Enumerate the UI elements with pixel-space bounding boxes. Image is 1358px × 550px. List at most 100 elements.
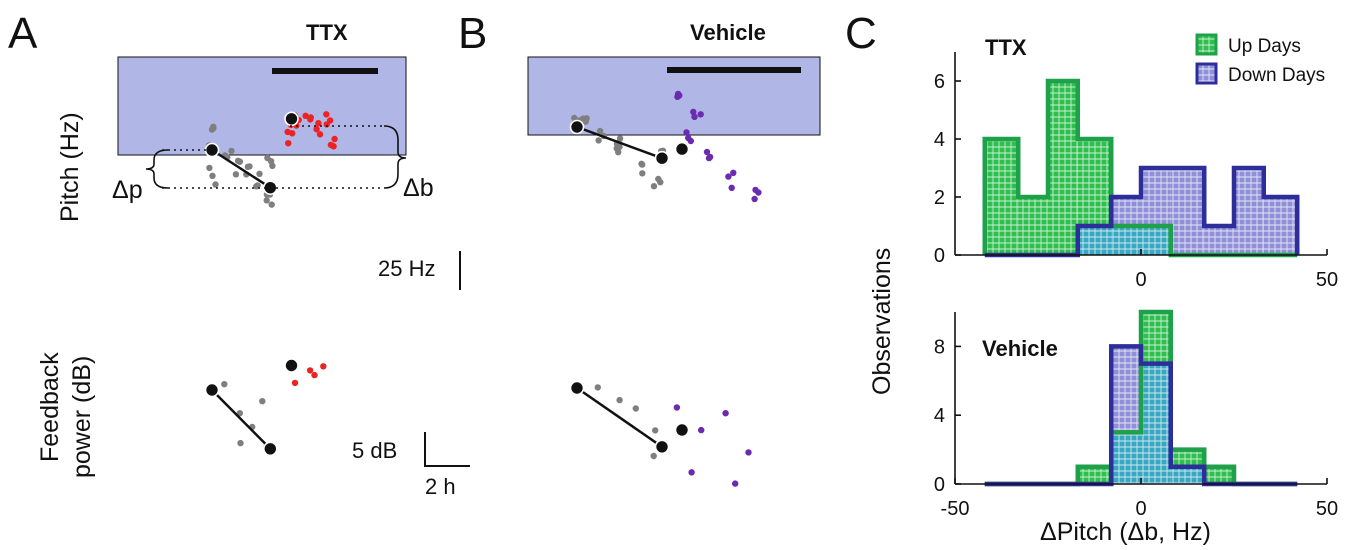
scatter-point-pre: [594, 384, 601, 391]
pre-trend-line: [576, 125, 663, 160]
scatter-point-post: [751, 195, 758, 203]
scatter-point-pre: [234, 157, 242, 164]
x-tick-label: -50: [941, 498, 970, 520]
scatter-point-pre: [639, 170, 646, 177]
pre-trend-line: [211, 389, 272, 450]
panel-b-pitch-scatter: [569, 90, 762, 203]
bin-down-days: [1263, 197, 1298, 255]
scatter-point-pre: [596, 127, 604, 135]
bin-down-days: [1170, 168, 1205, 255]
bin-up-days: [1204, 466, 1234, 484]
scatter-point-post: [323, 121, 330, 128]
scatter-point-post: [316, 131, 324, 138]
pre-mean-marker: [654, 439, 670, 455]
scatter-point-pre: [632, 405, 639, 412]
panel-a-ttx-period-bar: [272, 68, 378, 74]
pre-mean-marker: [569, 380, 585, 396]
scatter-point-pre: [244, 163, 252, 170]
scatter-point-pre: [613, 145, 620, 152]
pre-mean-marker: [569, 119, 585, 135]
y-tick-label: 4: [934, 405, 945, 427]
scatter-point-post: [315, 120, 322, 127]
bin-down-days: [1111, 197, 1141, 226]
scatter-point-pre: [652, 427, 659, 434]
scatter-point-post: [307, 114, 314, 121]
bin-up-days: [1141, 312, 1171, 364]
bin-up-days: [1048, 81, 1078, 255]
panel-a-power-scatter: [204, 358, 327, 457]
scatter-point-post: [732, 480, 739, 487]
scatter-point-pre: [221, 381, 228, 388]
scatter-point-pre: [269, 162, 276, 169]
scatter-point-pre: [582, 118, 589, 125]
panel-b-vehicle-period-bar: [667, 67, 801, 73]
y-tick-label: 6: [934, 71, 945, 93]
power-ylabel-line1: Feedback: [36, 352, 64, 462]
x-tick-label: 0: [1135, 498, 1146, 520]
scatter-point-post: [685, 134, 692, 142]
scatter-point-post: [302, 112, 309, 120]
scatter-point-pre: [268, 201, 275, 208]
bin-overlap: [1111, 226, 1141, 255]
scatter-point-post: [320, 363, 327, 370]
scatter-point-post: [306, 367, 314, 374]
x-tick-label: 50: [1316, 269, 1338, 291]
pitch-scalebar-label: 25 Hz: [378, 256, 435, 281]
scatter-point-post: [683, 129, 690, 136]
post-mean-marker: [284, 111, 299, 127]
scatter-point-post: [674, 90, 682, 98]
scatter-point-pre: [571, 114, 578, 122]
pre-trend-line: [211, 148, 271, 189]
scatter-point-post: [331, 135, 338, 143]
scatter-point-pre: [650, 183, 658, 190]
panel-b-condition-title: Vehicle: [690, 20, 766, 45]
bin-up-days: [984, 139, 1019, 255]
power-scalebar-label: 5 dB: [352, 438, 397, 463]
scatter-point-pre: [595, 137, 602, 144]
bin-overlap: [1170, 466, 1205, 484]
scatter-point-post: [688, 469, 695, 476]
y-tick-label: 0: [934, 245, 945, 267]
scatter-point-post: [289, 130, 296, 137]
bin-overlap: [1077, 226, 1112, 255]
bin-up-days: [1018, 197, 1048, 255]
panel-letter-c: C: [845, 9, 877, 58]
bin-down-days: [1204, 226, 1234, 255]
post-mean-marker: [284, 358, 299, 373]
legend-swatch-up-days: [1195, 33, 1218, 56]
scatter-point-post: [730, 169, 737, 176]
y-tick-label: 4: [934, 129, 945, 151]
scatter-point-post: [313, 126, 320, 133]
scatter-point-pre: [232, 171, 240, 178]
bin-up-days: [1077, 139, 1112, 226]
y-tick-label: 8: [934, 336, 945, 358]
power-ylabel-line2: power (dB): [68, 356, 96, 478]
scatter-point-post: [745, 449, 752, 456]
scatter-point-pre: [263, 197, 270, 204]
delta-p-bracket: [145, 149, 169, 189]
delta-b-bracket: [383, 125, 407, 189]
scatter-point-post: [697, 111, 704, 118]
bin-down-days: [1111, 346, 1141, 433]
legend-label-down-days: Down Days: [1228, 65, 1325, 86]
panel-b-power-scatter: [569, 380, 752, 487]
scatter-point-pre: [616, 396, 623, 404]
y-tick-label: 2: [934, 187, 945, 209]
panel-letter-b: B: [458, 9, 487, 58]
bin-up-days: [1077, 466, 1112, 484]
pre-mean-marker: [262, 441, 278, 457]
scatter-point-post: [327, 141, 335, 149]
post-mean-marker: [674, 141, 690, 157]
scatter-point-pre: [254, 182, 261, 189]
scatter-point-pre: [259, 398, 266, 405]
delta-b-label: Δb: [403, 174, 434, 202]
delta-p-label: Δp: [112, 176, 143, 204]
pre-mean-marker: [654, 150, 670, 166]
scatter-point-post: [698, 426, 705, 434]
scatter-point-pre: [206, 164, 213, 172]
scatter-point-pre: [210, 125, 217, 132]
panel-a-condition-title: TTX: [306, 20, 348, 45]
bin-down-days: [1141, 168, 1171, 226]
panel-a-pitch-scatter: [204, 111, 338, 208]
histogram-title: Vehicle: [982, 336, 1058, 361]
